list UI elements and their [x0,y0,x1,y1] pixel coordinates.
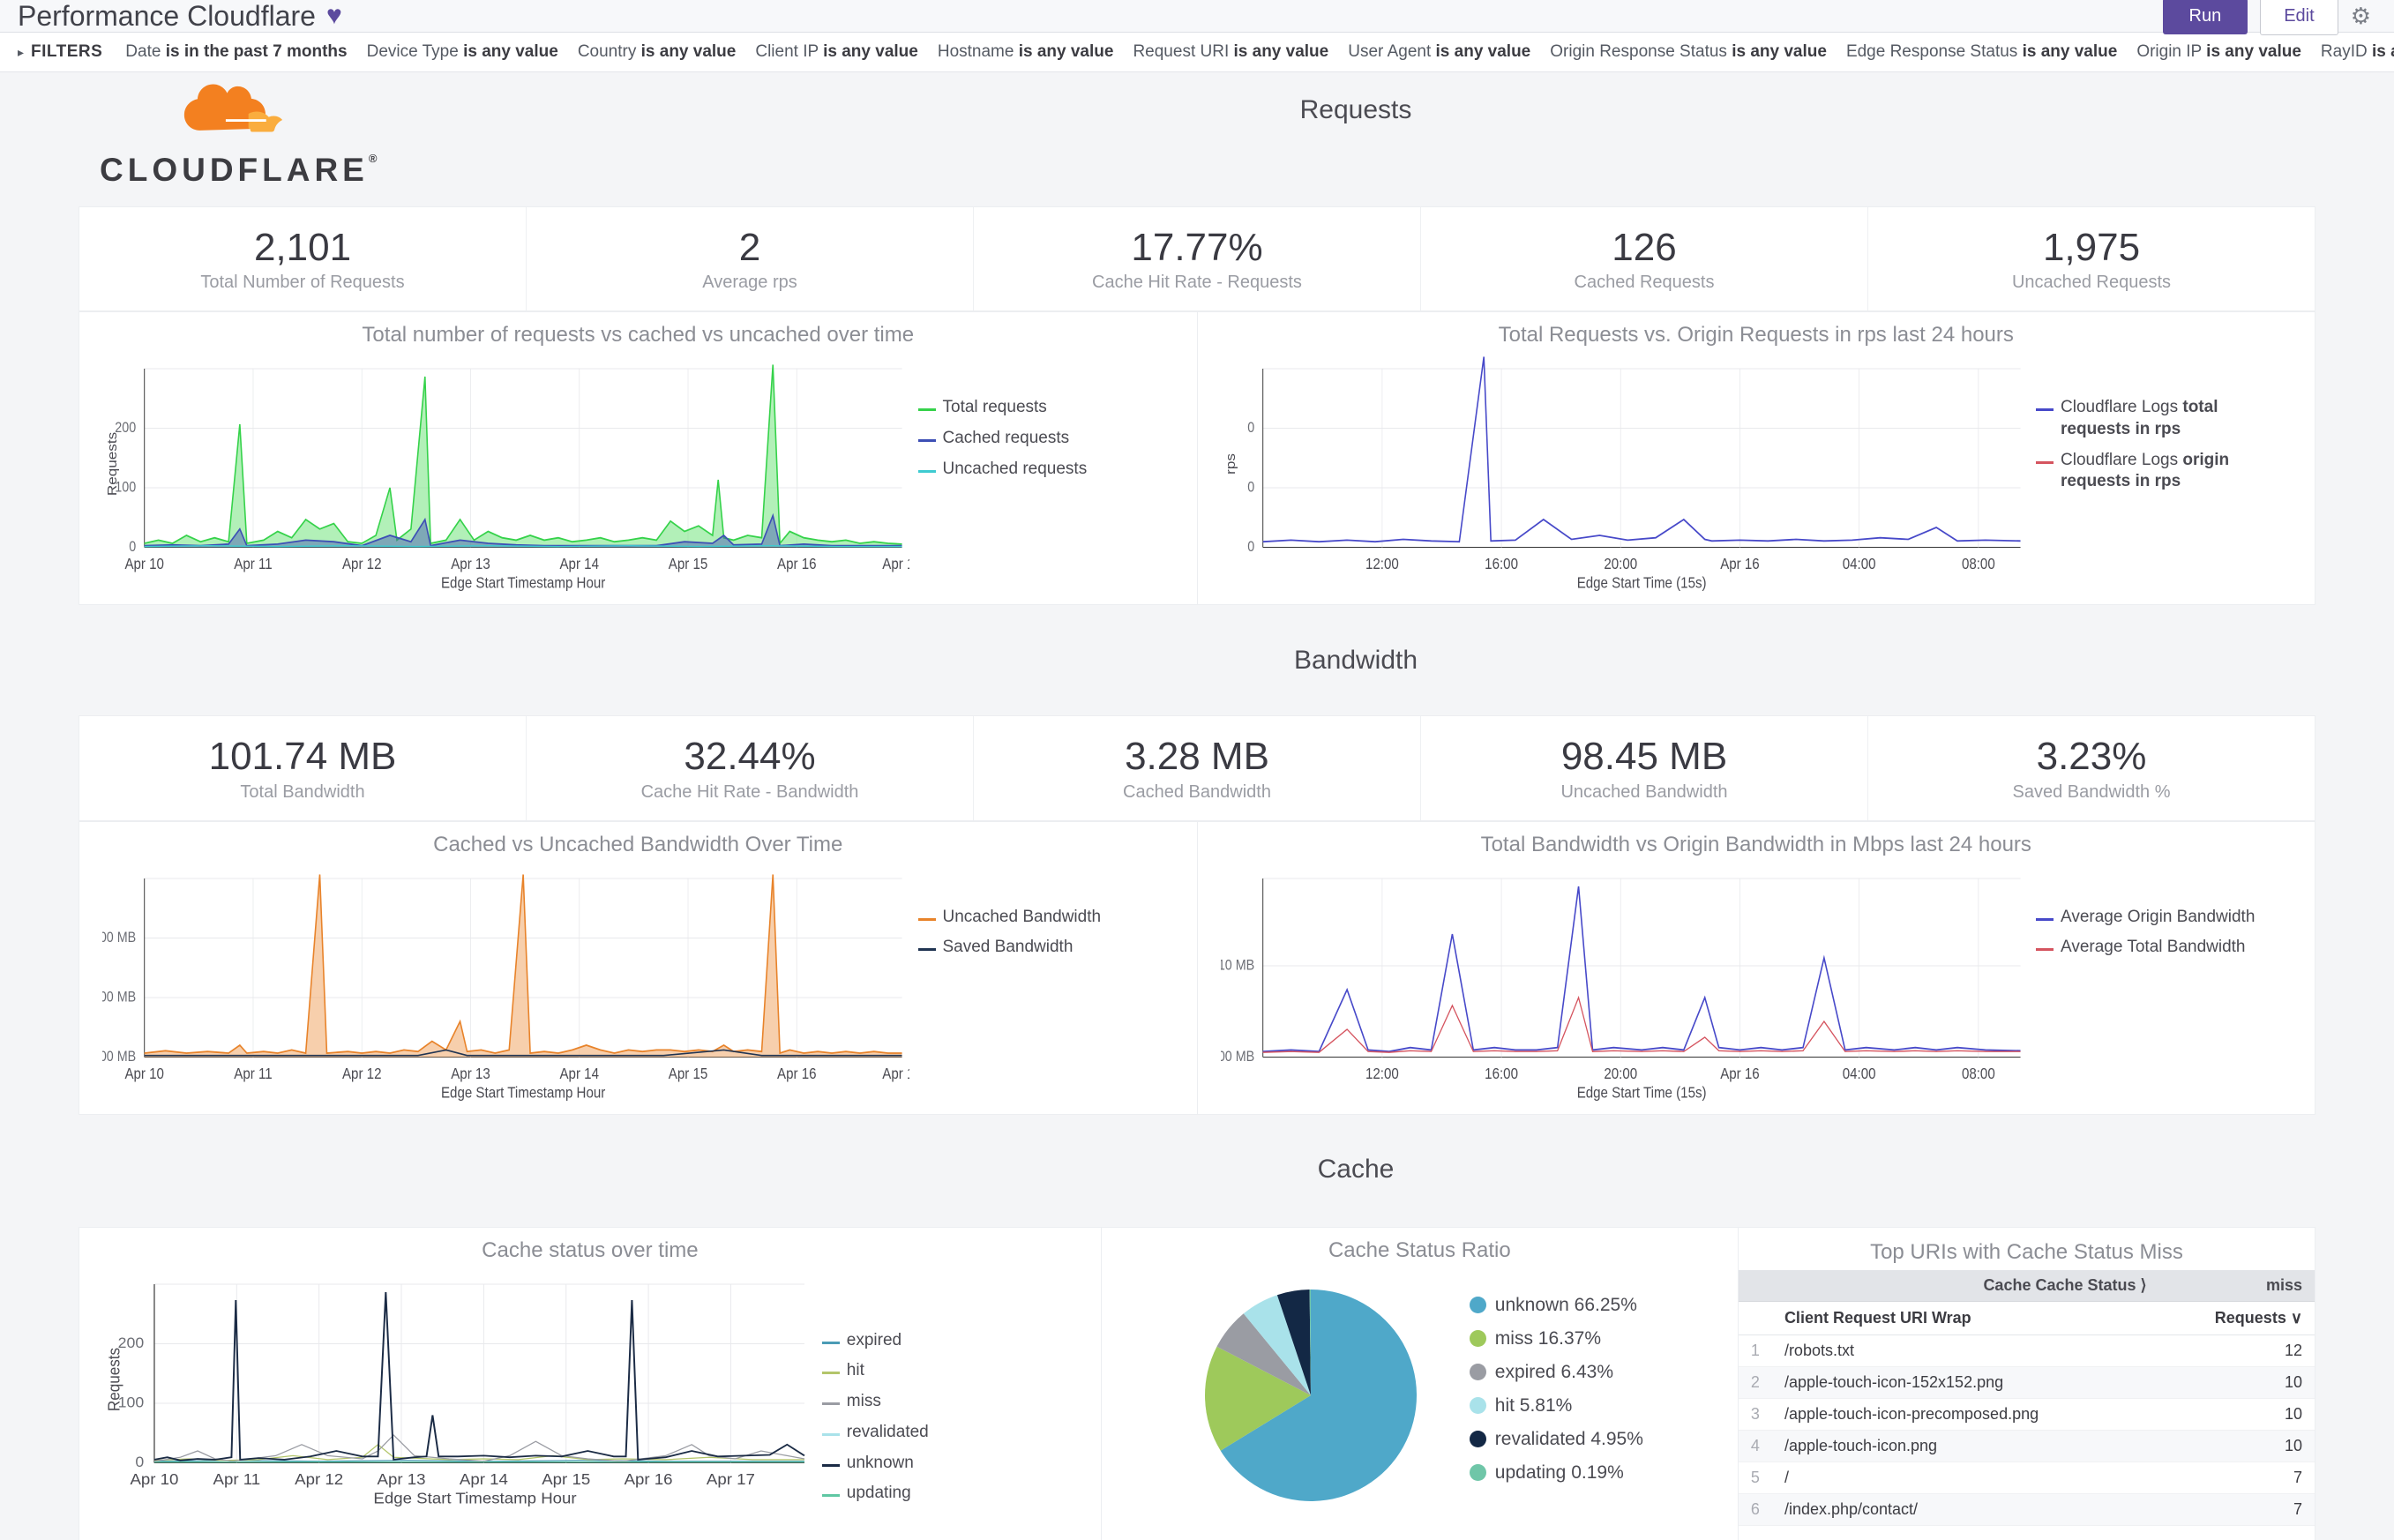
svg-text:04:00: 04:00 [1842,1065,1875,1082]
svg-text:0: 0 [129,540,136,556]
svg-text:Apr 16: Apr 16 [1720,556,1760,572]
svg-text:Edge Start Time (15s): Edge Start Time (15s) [1576,575,1706,591]
svg-text:Apr 13: Apr 13 [451,1065,490,1082]
svg-text:Apr 10: Apr 10 [124,556,164,572]
svg-text:08:00: 08:00 [1961,1065,1994,1082]
svg-text:Apr 12: Apr 12 [342,556,382,572]
svg-text:Apr 12: Apr 12 [342,1065,382,1082]
svg-text:Apr 16: Apr 16 [625,1470,673,1487]
svg-text:20:00: 20:00 [1604,556,1637,572]
svg-text:Requests: Requests [105,432,120,496]
svg-text:Apr 17: Apr 17 [882,556,909,572]
svg-text:0.10 MB: 0.10 MB [1221,958,1254,974]
svg-text:Apr 12: Apr 12 [295,1470,343,1487]
svg-text:Apr 14: Apr 14 [560,1065,600,1082]
svg-text:Apr 10: Apr 10 [130,1470,178,1487]
svg-text:Apr 16: Apr 16 [777,1065,817,1082]
svg-text:Requests: Requests [105,1348,123,1411]
svg-text:20.00 MB: 20.00 MB [102,930,136,946]
svg-text:08:00: 08:00 [1961,556,1994,572]
svg-text:Edge Start Timestamp Hour: Edge Start Timestamp Hour [373,1490,576,1506]
svg-text:Edge Start Timestamp Hour: Edge Start Timestamp Hour [441,575,606,591]
svg-text:16:00: 16:00 [1485,1065,1518,1082]
svg-text:Apr 17: Apr 17 [707,1470,755,1487]
svg-text:0.00 MB: 0.00 MB [1221,1049,1254,1065]
svg-text:20:00: 20:00 [1604,1065,1637,1082]
svg-text:Apr 14: Apr 14 [460,1470,508,1487]
svg-text:0: 0 [1247,540,1254,556]
svg-text:0.00 MB: 0.00 MB [102,1049,136,1065]
svg-text:04:00: 04:00 [1842,556,1875,572]
svg-text:Apr 10: Apr 10 [124,1065,164,1082]
svg-text:0: 0 [1247,480,1254,496]
svg-text:0: 0 [135,1454,144,1469]
svg-text:Apr 13: Apr 13 [378,1470,426,1487]
svg-text:Apr 17: Apr 17 [882,1065,909,1082]
svg-text:Apr 15: Apr 15 [669,1065,708,1082]
svg-text:rps: rps [1223,454,1238,475]
svg-text:Apr 14: Apr 14 [560,556,600,572]
svg-text:Edge Start Time (15s): Edge Start Time (15s) [1576,1084,1706,1100]
svg-text:Apr 15: Apr 15 [669,556,708,572]
svg-text:Edge Start Timestamp Hour: Edge Start Timestamp Hour [441,1084,606,1100]
svg-text:12:00: 12:00 [1365,556,1399,572]
svg-text:Apr 11: Apr 11 [234,1065,272,1082]
svg-text:Apr 16: Apr 16 [777,556,817,572]
svg-text:Apr 16: Apr 16 [1720,1065,1760,1082]
svg-text:Apr 11: Apr 11 [213,1470,261,1487]
svg-text:10.00 MB: 10.00 MB [102,990,136,1005]
svg-text:0: 0 [1247,421,1254,437]
svg-text:16:00: 16:00 [1485,556,1518,572]
svg-text:Apr 13: Apr 13 [451,556,490,572]
svg-text:12:00: 12:00 [1365,1065,1399,1082]
svg-text:Apr 15: Apr 15 [542,1470,590,1487]
svg-text:Apr 11: Apr 11 [234,556,272,572]
